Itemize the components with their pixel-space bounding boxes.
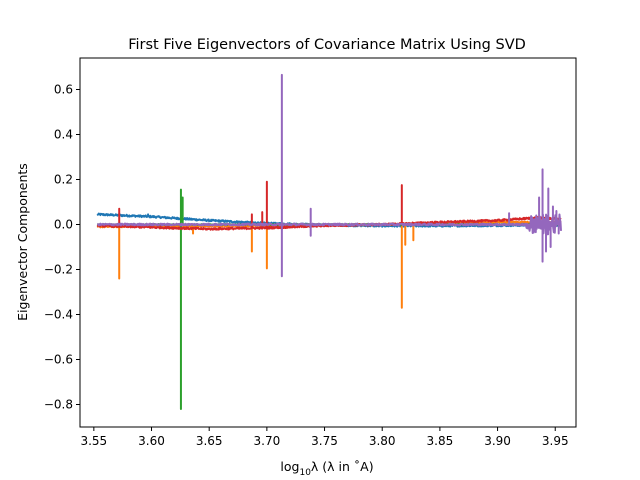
x-tick-label: 3.90 <box>484 434 511 448</box>
y-axis-label: Eigenvector Components <box>15 163 30 321</box>
series-line-5 <box>96 73 562 278</box>
y-tick-label: 0.6 <box>54 83 73 97</box>
x-axis-label-subscript: 10 <box>299 468 311 478</box>
x-tick-label: 3.70 <box>254 434 281 448</box>
y-tick-label: 0.2 <box>54 173 73 187</box>
y-tick-label: 0.0 <box>54 218 73 232</box>
y-tick-label: −0.8 <box>44 398 73 412</box>
x-tick-label: 3.95 <box>542 434 569 448</box>
y-tick-label: 0.4 <box>54 128 73 142</box>
y-tick-label: −0.2 <box>44 263 73 277</box>
x-tick-label: 3.75 <box>311 434 338 448</box>
x-tick-label: 3.65 <box>196 434 223 448</box>
x-axis-label-main: λ (λ in ˚A) <box>311 459 374 474</box>
x-tick-label: 3.85 <box>427 434 454 448</box>
x-axis-label-prefix: log <box>280 459 299 474</box>
plot-frame <box>79 57 577 428</box>
x-tick-label: 3.60 <box>138 434 165 448</box>
x-axis-label: log10λ (λ in ˚A) <box>280 459 373 478</box>
x-axis: 3.55 3.60 3.65 3.70 3.75 3.80 3.85 3.90 3.95 <box>80 427 569 448</box>
x-tick-label: 3.80 <box>369 434 396 448</box>
y-axis: −0.8 −0.6 −0.4 −0.2 0.0 0.2 0.4 0.6 <box>44 83 80 412</box>
y-tick-label: −0.6 <box>44 353 73 367</box>
chart-title: First Five Eigenvectors of Covariance Ma… <box>128 37 526 53</box>
y-tick-label: −0.4 <box>44 308 73 322</box>
x-tick-label: 3.55 <box>80 434 107 448</box>
plot-area <box>96 73 562 410</box>
